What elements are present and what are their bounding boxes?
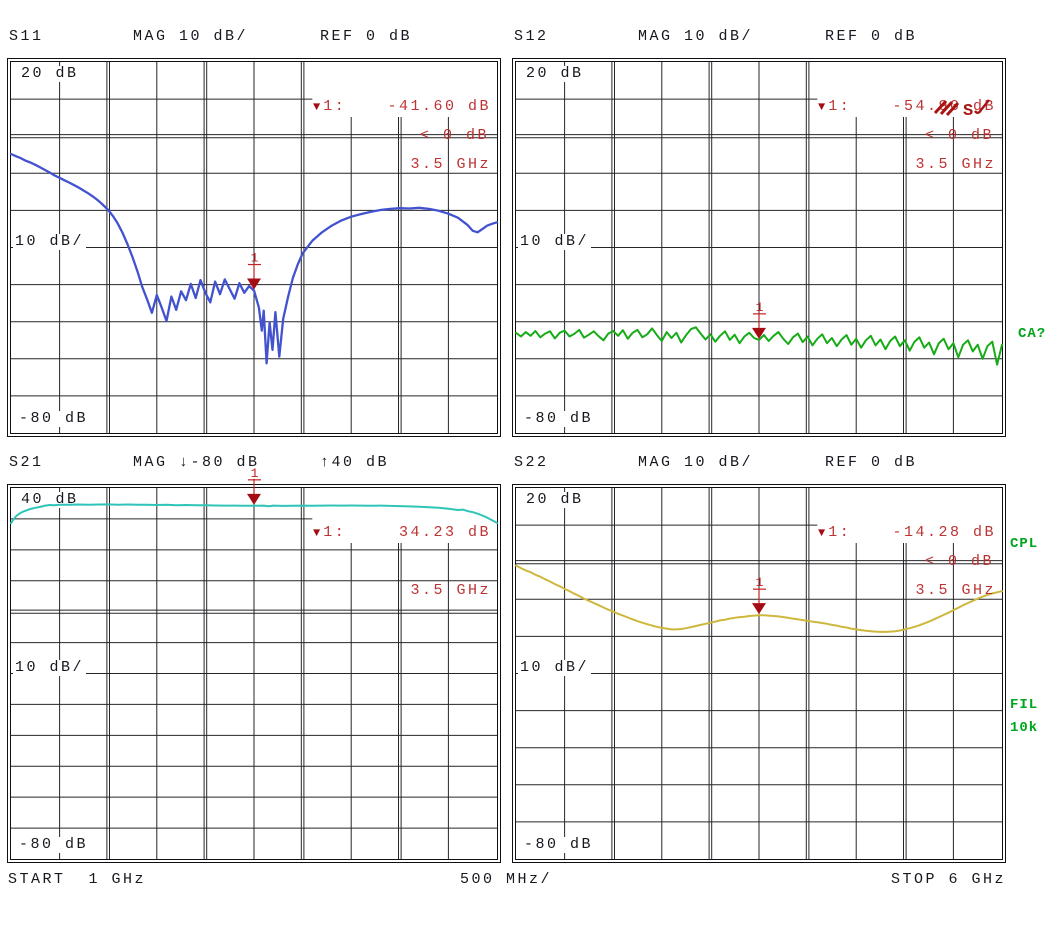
marker-value-label: -14.28 dB bbox=[892, 524, 996, 541]
marker-frequency-label: 3.5 GHz bbox=[410, 582, 491, 599]
graticule-grid bbox=[11, 62, 497, 433]
per-division-label: 10 dB/ bbox=[13, 233, 87, 250]
cal-status-icon: S bbox=[933, 99, 990, 120]
marker-symbol-icon: ▼ bbox=[313, 526, 321, 540]
marker-frequency-label: 3.5 GHz bbox=[915, 582, 996, 599]
trace-name-label: S11 bbox=[9, 28, 44, 45]
marker-symbol-icon: ▼ bbox=[818, 526, 826, 540]
graticule-grid bbox=[11, 488, 497, 859]
system-status-label: CA? bbox=[1018, 326, 1047, 342]
svg-text:S: S bbox=[963, 102, 973, 120]
top-scale-label: 40 dB bbox=[19, 491, 81, 508]
panel-header: S11 MAG 10 dB/ REF 0 dB bbox=[7, 28, 501, 45]
scale-per-div-label: MAG 10 dB/ bbox=[133, 28, 249, 45]
top-scale-label: 20 dB bbox=[524, 65, 586, 82]
marker-readout: ▼ 1: -14.28 dB 3.5 GHz bbox=[818, 490, 996, 633]
graticule-panel: 20 dB 10 dB/ -80 dB 1 ▼ 1: -41.60 dB 3.5… bbox=[7, 58, 501, 437]
reference-level-label: REF 0 dB bbox=[825, 454, 918, 471]
trace-plot: 1 bbox=[515, 300, 1003, 366]
panel-header: S21 MAG ↓-80 dB ↑40 dB bbox=[7, 454, 501, 471]
top-scale-label: 20 dB bbox=[19, 65, 81, 82]
svg-text:1: 1 bbox=[251, 466, 259, 481]
marker-frequency-label: 3.5 GHz bbox=[410, 156, 491, 173]
scale-per-div-label: MAG ↓-80 dB bbox=[133, 454, 260, 471]
stop-frequency-label: STOP 6 GHz bbox=[890, 871, 1006, 888]
reference-level-label: REF 0 dB bbox=[320, 28, 413, 45]
bottom-scale-label: -80 dB bbox=[17, 410, 91, 427]
panel-header: S12 MAG 10 dB/ REF 0 dB bbox=[512, 28, 1006, 45]
svg-text:1: 1 bbox=[251, 251, 259, 266]
trace-name-label: S12 bbox=[514, 28, 549, 45]
bottom-scale-label: -80 dB bbox=[522, 410, 596, 427]
per-division-label: 10 dB/ bbox=[518, 233, 592, 250]
reference-level-label: ↑40 dB bbox=[320, 454, 390, 471]
start-frequency-label: START 1 GHz bbox=[8, 871, 147, 888]
trace-plot: 1 bbox=[515, 564, 1003, 633]
trace-name-label: S21 bbox=[9, 454, 44, 471]
marker-readout: ▼ 1: 34.23 dB 3.5 GHz bbox=[313, 490, 491, 633]
ref-level-line-label: < 0 dB bbox=[924, 127, 994, 145]
graticule-grid bbox=[516, 488, 1002, 859]
marker-id-label: 1: bbox=[323, 98, 347, 115]
marker-frequency-label: 3.5 GHz bbox=[915, 156, 996, 173]
marker-value-label: -41.60 dB bbox=[387, 98, 491, 115]
marker-readout: ▼ 1: -41.60 dB 3.5 GHz bbox=[313, 64, 491, 207]
system-status-label: FIL bbox=[1010, 697, 1039, 713]
trace-name-label: S22 bbox=[514, 454, 549, 471]
system-status-label: 10k bbox=[1010, 720, 1039, 736]
graticule-panel: 20 dB 10 dB/ -80 dB 1 ▼ 1: -54.90 dB 3.5… bbox=[512, 58, 1006, 437]
svg-text:1: 1 bbox=[756, 300, 764, 315]
bottom-scale-label: -80 dB bbox=[522, 836, 596, 853]
marker-symbol-icon: ▼ bbox=[818, 100, 826, 114]
per-division-label: 10 dB/ bbox=[518, 659, 592, 676]
bottom-scale-label: -80 dB bbox=[17, 836, 91, 853]
span-per-div-label: 500 MHz/ bbox=[459, 871, 553, 888]
panel-header: S22 MAG 10 dB/ REF 0 dB bbox=[512, 454, 1006, 471]
trace-plot: 1 bbox=[9, 152, 499, 365]
trace-plot: 1 bbox=[10, 466, 498, 525]
marker-symbol-icon: ▼ bbox=[313, 100, 321, 114]
ref-level-line-label: < 0 dB bbox=[924, 553, 994, 571]
svg-text:1: 1 bbox=[756, 575, 764, 590]
graticule-panel: 20 dB 10 dB/ -80 dB 1 ▼ 1: -14.28 dB 3.5… bbox=[512, 484, 1006, 863]
marker-id-label: 1: bbox=[828, 524, 852, 541]
marker-value-label: 34.23 dB bbox=[398, 524, 491, 541]
frequency-axis-footer: START 1 GHz 500 MHz/ STOP 6 GHz bbox=[0, 871, 1058, 889]
marker-id-label: 1: bbox=[828, 98, 852, 115]
marker-id-label: 1: bbox=[323, 524, 347, 541]
reference-level-label: REF 0 dB bbox=[825, 28, 918, 45]
scale-per-div-label: MAG 10 dB/ bbox=[638, 28, 754, 45]
per-division-label: 10 dB/ bbox=[13, 659, 87, 676]
ref-level-line-label: < 0 dB bbox=[419, 127, 489, 145]
system-status-label: CPL bbox=[1010, 536, 1039, 552]
graticule-panel: 40 dB 10 dB/ -80 dB 1 ▼ 1: 34.23 dB 3.5 … bbox=[7, 466, 501, 863]
scale-per-div-label: MAG 10 dB/ bbox=[638, 454, 754, 471]
top-scale-label: 20 dB bbox=[524, 491, 586, 508]
